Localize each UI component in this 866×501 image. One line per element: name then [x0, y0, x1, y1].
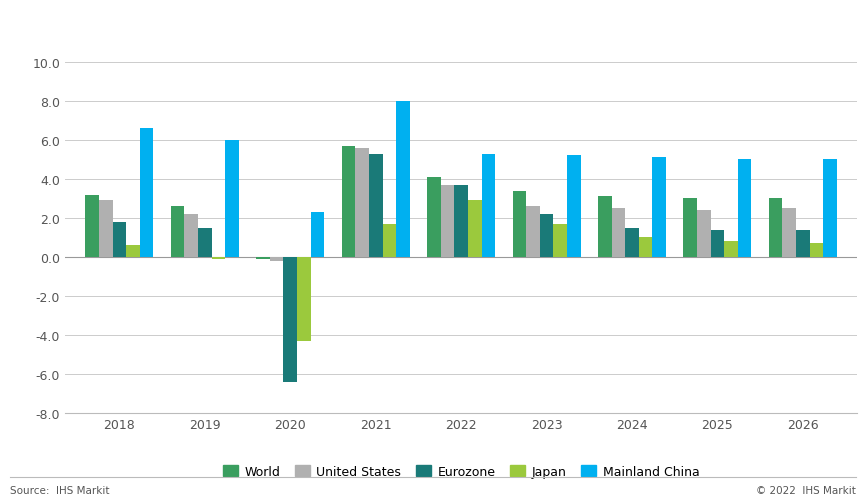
- Bar: [683, 199, 697, 258]
- Bar: [126, 246, 139, 258]
- Bar: [711, 230, 724, 258]
- Text: Source:  IHS Markit: Source: IHS Markit: [10, 485, 110, 495]
- Bar: [369, 154, 383, 258]
- Bar: [171, 207, 184, 258]
- Bar: [639, 238, 652, 258]
- Bar: [540, 214, 553, 258]
- Bar: [567, 156, 580, 258]
- Bar: [383, 224, 396, 258]
- Bar: [824, 160, 837, 258]
- Bar: [553, 224, 567, 258]
- Text: © 2022  IHS Markit: © 2022 IHS Markit: [756, 485, 856, 495]
- Bar: [184, 214, 198, 258]
- Bar: [283, 258, 297, 382]
- Bar: [86, 195, 99, 258]
- Bar: [270, 258, 283, 262]
- Text: Real GDP growth (percent change): Real GDP growth (percent change): [11, 17, 337, 35]
- Bar: [355, 148, 369, 258]
- Bar: [342, 146, 355, 258]
- Bar: [625, 228, 639, 258]
- Bar: [783, 209, 796, 258]
- Bar: [311, 212, 325, 258]
- Bar: [598, 197, 611, 258]
- Bar: [211, 258, 225, 260]
- Bar: [769, 199, 783, 258]
- Legend: World, United States, Eurozone, Japan, Mainland China: World, United States, Eurozone, Japan, M…: [218, 460, 704, 483]
- Bar: [297, 258, 311, 341]
- Bar: [441, 185, 455, 258]
- Bar: [427, 177, 441, 258]
- Bar: [697, 211, 711, 258]
- Bar: [455, 185, 468, 258]
- Bar: [225, 141, 239, 258]
- Bar: [198, 228, 211, 258]
- Bar: [796, 230, 810, 258]
- Bar: [139, 129, 153, 258]
- Bar: [738, 160, 752, 258]
- Bar: [652, 158, 666, 258]
- Bar: [468, 201, 481, 258]
- Bar: [513, 191, 527, 258]
- Bar: [810, 244, 824, 258]
- Bar: [724, 242, 738, 258]
- Bar: [256, 258, 270, 260]
- Bar: [527, 207, 540, 258]
- Bar: [481, 154, 495, 258]
- Bar: [611, 209, 625, 258]
- Bar: [113, 222, 126, 258]
- Bar: [99, 201, 113, 258]
- Bar: [396, 102, 410, 258]
